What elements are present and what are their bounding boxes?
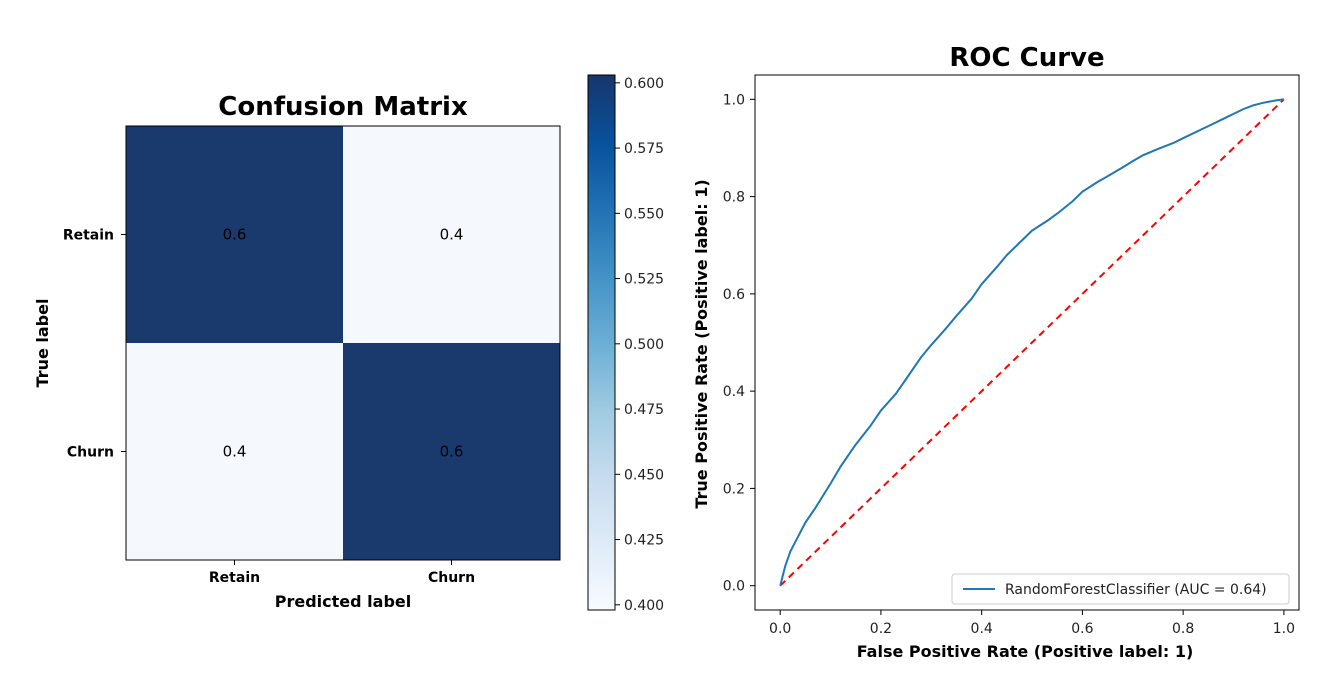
confusion-matrix-y-tick-label: Churn xyxy=(67,445,114,461)
colorbar-tick-label: 0.425 xyxy=(624,533,664,549)
roc-x-ticks: 0.0 0.2 0.4 0.6 0.8 1.0 xyxy=(769,610,1295,637)
roc-y-ticks: 0.0 0.2 0.4 0.6 0.8 1.0 xyxy=(723,92,755,595)
roc-x-tick-label: 0.6 xyxy=(1071,621,1093,637)
colorbar-tick-label: 0.450 xyxy=(624,467,664,483)
roc-legend: RandomForestClassifier (AUC = 0.64) xyxy=(951,573,1290,605)
roc-x-tick-label: 0.2 xyxy=(870,621,892,637)
confusion-matrix-cells: 0.6 0.4 0.4 0.6 xyxy=(126,126,560,560)
colorbar-tick-label: 0.500 xyxy=(624,337,664,353)
colorbar: 0.400 0.425 0.450 0.475 0.500 0.525 0.550 0.575… xyxy=(587,74,664,614)
roc-plot-frame xyxy=(754,74,1300,611)
colorbar-tick-label: 0.475 xyxy=(624,402,664,418)
confusion-matrix-x-tick-label: Churn xyxy=(428,570,475,586)
confusion-matrix-cell xyxy=(126,343,343,560)
confusion-matrix-x-label: Predicted label xyxy=(275,592,411,611)
roc-x-label: False Positive Rate (Positive label: 1) xyxy=(857,642,1194,661)
confusion-matrix-cell xyxy=(126,126,343,343)
confusion-matrix-y-tick-label: Retain xyxy=(63,228,114,244)
roc-x-tick-label: 1.0 xyxy=(1273,621,1295,637)
roc-y-label: True Positive Rate (Positive label: 1) xyxy=(692,179,711,508)
confusion-matrix-cell-label: 0.4 xyxy=(223,443,247,461)
colorbar-tick-label: 0.600 xyxy=(624,76,664,92)
colorbar-tick-label: 0.550 xyxy=(624,206,664,222)
confusion-matrix-cell-label: 0.4 xyxy=(440,226,464,244)
roc-legend-label: RandomForestClassifier (AUC = 0.64) xyxy=(1005,582,1267,598)
roc-curve-title: ROC Curve xyxy=(949,43,1104,73)
chance-diagonal-line xyxy=(779,98,1285,587)
colorbar-tick-label: 0.400 xyxy=(624,598,664,614)
confusion-matrix-y-ticks: Retain Churn xyxy=(63,228,126,461)
colorbar-tick-label: 0.575 xyxy=(624,141,664,157)
confusion-matrix-y-label: True label xyxy=(33,299,52,388)
roc-x-tick-label: 0.8 xyxy=(1172,621,1194,637)
confusion-matrix-cell xyxy=(343,126,560,343)
roc-y-tick-label: 0.6 xyxy=(723,287,745,303)
roc-y-tick-label: 0.2 xyxy=(723,481,745,497)
confusion-matrix-title: Confusion Matrix xyxy=(218,92,468,122)
roc-y-tick-label: 0.4 xyxy=(723,384,745,400)
confusion-matrix-cell xyxy=(343,343,560,560)
roc-y-tick-label: 1.0 xyxy=(723,92,745,108)
roc-series-lines xyxy=(779,98,1285,587)
roc-curve-line xyxy=(779,98,1285,586)
confusion-matrix-x-tick-label: Retain xyxy=(209,570,260,586)
colorbar-tick-label: 0.525 xyxy=(624,272,664,288)
roc-y-tick-label: 0.0 xyxy=(723,579,745,595)
confusion-matrix-x-ticks: Retain Churn xyxy=(209,560,475,586)
confusion-matrix-cell-label: 0.6 xyxy=(223,226,247,244)
roc-y-tick-label: 0.8 xyxy=(723,190,745,206)
roc-curve-panel: ROC Curve 0.0 0.2 0.4 0.6 0.8 1.0 0.00.20.40.… xyxy=(692,43,1300,661)
colorbar-gradient xyxy=(587,74,616,611)
roc-x-tick-label: 0.4 xyxy=(971,621,993,637)
colorbar-ticks: 0.400 0.425 0.450 0.475 0.500 0.525 0.550 0.575… xyxy=(615,76,664,614)
confusion-matrix-cell-label: 0.6 xyxy=(440,443,464,461)
confusion-matrix-panel: Confusion Matrix 0.6 0.4 0.4 0.6 Retain Chur… xyxy=(33,92,561,611)
roc-x-tick-label: 0.0 xyxy=(769,621,791,637)
roc-legend-box xyxy=(951,573,1290,605)
confusion-matrix-frame xyxy=(125,125,561,561)
